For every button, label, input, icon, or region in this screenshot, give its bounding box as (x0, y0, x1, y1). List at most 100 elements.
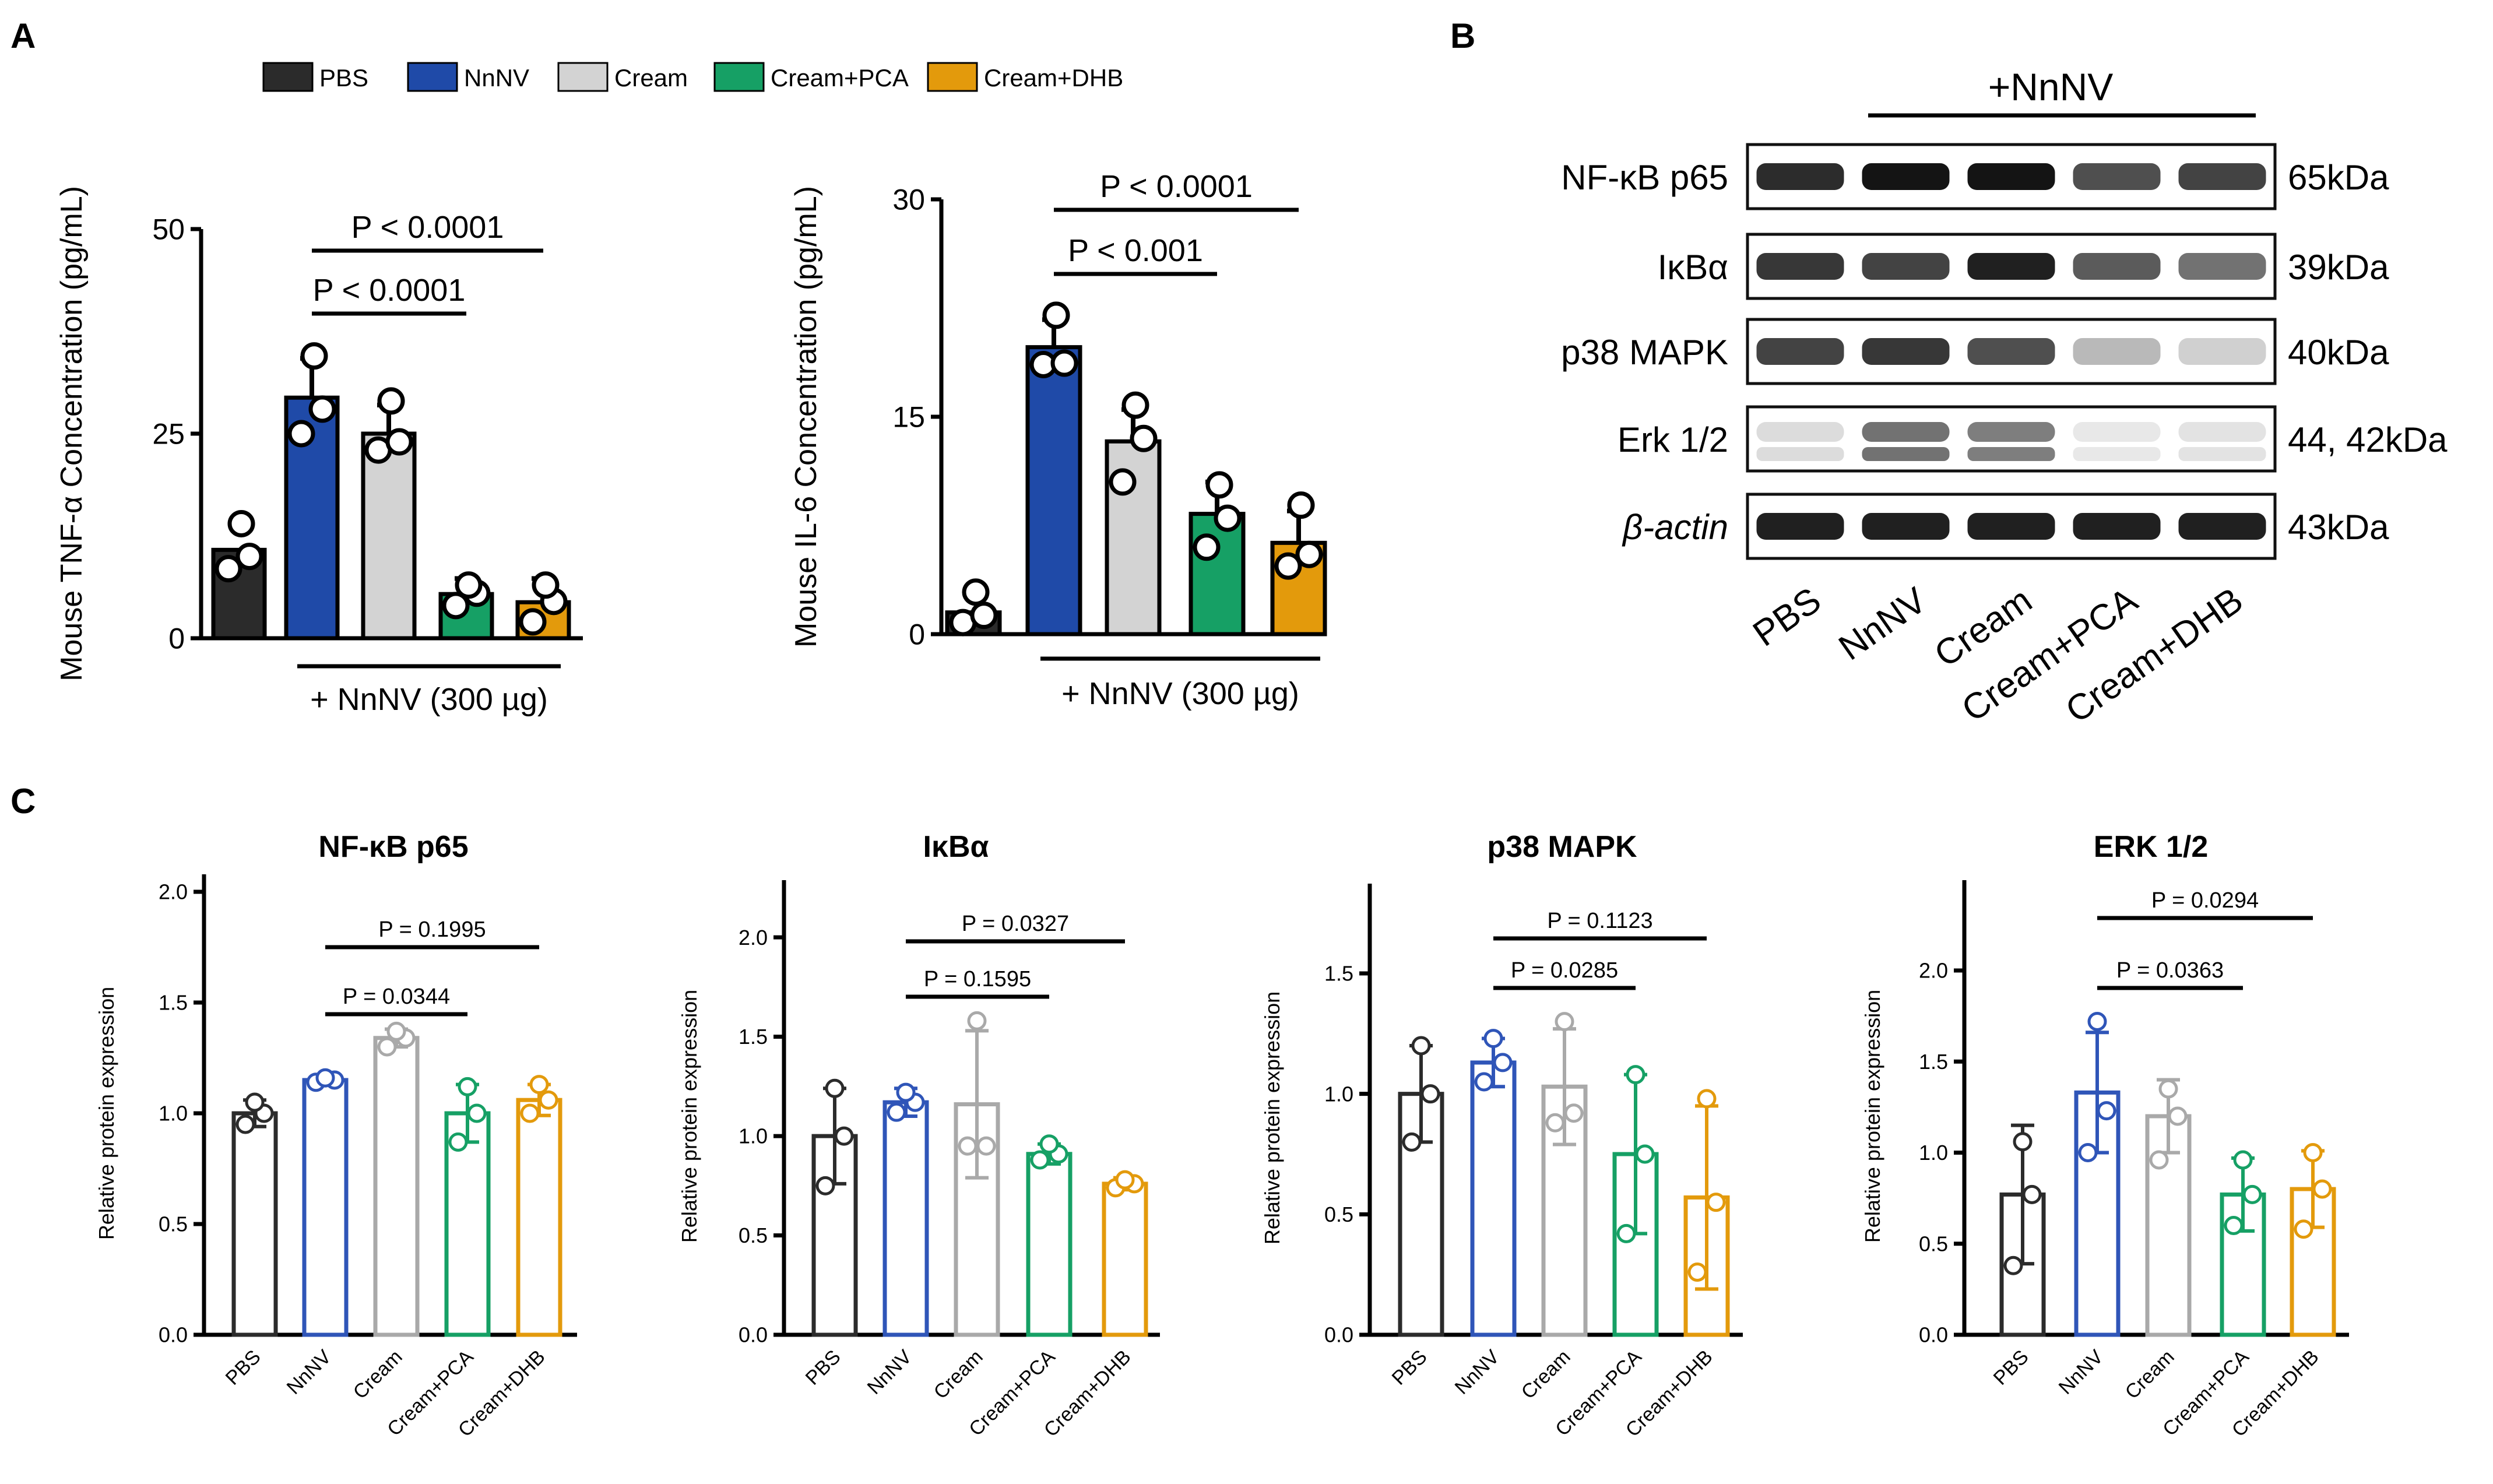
data-point-cream (1130, 424, 1158, 452)
chart-nfkb: NF-κB p65 0.0 0.5 1.0 1.5 2.0 Relative protein… (94, 830, 577, 1441)
data-point-nnnv (1042, 301, 1070, 329)
y-tick-label: 0.5 (1919, 1232, 1948, 1256)
data-point-nnnv (1474, 1072, 1494, 1092)
data-point-cream-dhb (1706, 1193, 1726, 1212)
chart-ikba: IκBα 0.0 0.5 1.0 1.5 2.0 Relative protein expr… (677, 830, 1160, 1441)
bar-cream-dhb (1102, 1181, 1148, 1337)
comparison-label: P = 0.0363 (2116, 958, 2224, 983)
comparison-label: P = 0.0327 (962, 912, 1069, 936)
data-point-cream (1109, 468, 1137, 496)
bar-cream-pca (1612, 1152, 1659, 1337)
panel-label-b: B (1450, 16, 1475, 55)
blot-size-label: 40kDa (2288, 333, 2389, 372)
comparison-label: P < 0.0001 (1100, 169, 1253, 204)
bar-cream (361, 431, 417, 641)
data-point-cream (976, 1136, 996, 1156)
bar-nnnv (1025, 345, 1082, 636)
blot-band-nnnv (1862, 338, 1950, 365)
x-tick-label-pbs: PBS (1989, 1346, 2033, 1390)
data-point-cream (958, 1136, 977, 1156)
blot-band-pbs (1756, 338, 1844, 365)
data-point-nnnv (300, 342, 328, 370)
data-point-cream-dhb (539, 1090, 558, 1110)
western-blot: +NnNV NF-κB p65 65kDa IκBα 39kDa p38 MAPK 40k… (1561, 65, 2448, 731)
data-point-pbs (2003, 1256, 2023, 1275)
data-point-cream (2158, 1079, 2178, 1099)
y-tick-label: 0.5 (1324, 1202, 1353, 1226)
data-point-pbs (235, 1114, 255, 1134)
data-point-nnnv (896, 1082, 916, 1102)
blot-band-cream (1967, 253, 2055, 280)
data-point-cream-pca (1193, 533, 1221, 561)
blot-band-nnnv (1862, 447, 1950, 461)
blot-band-cream-pca (2073, 513, 2161, 540)
blot-protein-label: NF-κB p65 (1561, 158, 1728, 197)
blot-band-cream-dhb (2178, 422, 2266, 442)
data-point-cream-dhb (519, 608, 547, 636)
y-tick-label: 1.0 (739, 1124, 768, 1148)
x-tick-label-nnnv: NnNV (283, 1346, 336, 1399)
blot-size-label: 65kDa (2288, 158, 2389, 197)
y-tick-label: 0 (168, 623, 185, 655)
data-point-cream (967, 1011, 987, 1031)
blot-protein-label: IκBα (1658, 248, 1728, 287)
y-tick-label: 0.5 (739, 1223, 768, 1247)
data-point-nnnv (308, 395, 336, 423)
blot-band-cream (1967, 447, 2055, 461)
data-point-nnnv (1493, 1053, 1513, 1072)
blot-band-cream-dhb (2178, 253, 2266, 280)
legend: PBS NnNV Cream Cream+PCA Cream+DHB (262, 62, 1123, 92)
chart-title: p38 MAPK (1487, 830, 1637, 864)
legend-swatch-cream-dhb (927, 62, 978, 92)
data-point-pbs (1420, 1084, 1440, 1104)
y-axis-label: Mouse TNF-α Concentration (pg/mL) (55, 186, 89, 681)
x-tick-label-pbs: PBS (221, 1346, 265, 1390)
data-point-cream-pca (442, 592, 470, 620)
data-point-cream-dhb (532, 571, 560, 599)
blot-band-nnnv (1862, 163, 1950, 190)
comparison-label: P < 0.001 (1068, 233, 1203, 268)
data-point-cream-dhb (2294, 1219, 2313, 1239)
y-tick-label: 0.0 (739, 1323, 768, 1347)
x-tick-label-pbs: PBS (1388, 1346, 1432, 1390)
y-tick-label: 1.5 (739, 1025, 768, 1049)
data-point-cream-pca (2224, 1216, 2244, 1235)
y-tick-label: 2.0 (1919, 959, 1948, 983)
blot-band-cream-dhb (2178, 163, 2266, 190)
x-tick-label-cream: Cream (1517, 1346, 1575, 1404)
y-tick-label: 0.0 (1324, 1323, 1353, 1347)
chart-title: NF-κB p65 (318, 830, 468, 864)
y-tick-label: 50 (152, 213, 185, 246)
blot-protein-label: Erk 1/2 (1618, 420, 1728, 459)
y-tick-label: 2.0 (739, 926, 768, 950)
data-point-cream-pca (458, 1077, 477, 1096)
data-point-cream-pca (1039, 1134, 1059, 1154)
bar-nnnv (882, 1100, 929, 1337)
y-tick-label: 2.0 (159, 880, 188, 904)
blot-lane-label-cream-pca: Cream+PCA (1954, 580, 2145, 730)
comparison-label: P = 0.0285 (1511, 958, 1618, 983)
panel-label-a: A (10, 16, 36, 55)
bar-cream (373, 1036, 420, 1337)
data-point-cream (377, 1037, 397, 1057)
y-tick-label: 0.5 (159, 1212, 188, 1236)
data-point-nnnv (887, 1102, 906, 1122)
blot-band-cream-dhb (2178, 513, 2266, 540)
y-tick-label: 1.0 (159, 1102, 188, 1126)
y-axis-label: Relative protein expression (677, 990, 701, 1243)
data-point-pbs (2013, 1132, 2033, 1152)
data-point-cream-pca (1616, 1223, 1636, 1243)
blot-band-cream (1967, 163, 2055, 190)
data-point-cream-dhb (2303, 1143, 2323, 1162)
data-point-pbs (235, 543, 263, 571)
x-tick-label-cream: Cream (930, 1346, 987, 1404)
data-point-cream-pca (2242, 1184, 2262, 1204)
data-point-pbs (215, 555, 242, 583)
blot-band-nnnv (1862, 422, 1950, 442)
group-label: + NnNV (300 µg) (310, 682, 548, 717)
chart-erk: ERK 1/2 0.0 0.5 1.0 1.5 2.0 Relative protein e… (1861, 830, 2349, 1441)
blot-band-cream (1967, 422, 2055, 442)
blot-band-cream (1967, 338, 2055, 365)
data-point-nnnv (2078, 1143, 2098, 1162)
blot-band-nnnv (1862, 253, 1950, 280)
